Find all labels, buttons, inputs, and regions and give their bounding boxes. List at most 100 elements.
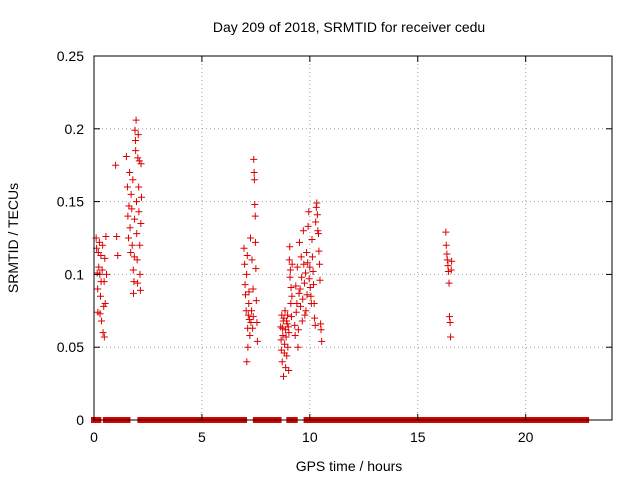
data-point — [137, 193, 145, 201]
y-tick-label: 0.1 — [65, 266, 85, 282]
chart-title: Day 209 of 2018, SRMTID for receiver ced… — [213, 19, 485, 35]
data-point — [131, 136, 139, 144]
data-point — [284, 311, 292, 319]
data-point — [245, 300, 253, 308]
data-point — [445, 279, 453, 287]
data-point — [101, 254, 109, 262]
data-point — [246, 332, 254, 340]
data-point — [101, 300, 109, 308]
data-point — [445, 313, 453, 321]
data-point — [129, 289, 137, 297]
data-point — [312, 218, 320, 226]
data-point — [305, 275, 313, 283]
data-point — [310, 300, 318, 308]
data-point — [448, 257, 456, 265]
data-point — [125, 234, 133, 242]
data-point — [100, 302, 108, 310]
y-tick-label: 0.2 — [65, 121, 85, 137]
data-point — [95, 263, 103, 271]
data-point — [315, 247, 323, 255]
data-point — [281, 340, 289, 348]
data-point — [245, 288, 253, 296]
data-point — [288, 292, 296, 300]
data-point — [129, 176, 137, 184]
data-point — [278, 358, 286, 366]
data-point — [287, 300, 295, 308]
data-point — [132, 116, 140, 124]
data-point — [300, 260, 308, 268]
data-point — [291, 332, 299, 340]
x-tick-label: 20 — [518, 429, 534, 445]
x-tick-label: 10 — [302, 429, 318, 445]
data-point — [313, 199, 321, 207]
data-point — [300, 279, 308, 287]
data-point — [293, 300, 301, 308]
data-point — [112, 161, 120, 169]
data-point — [137, 219, 145, 227]
data-point — [136, 270, 144, 278]
data-point — [243, 358, 251, 366]
data-point — [285, 366, 293, 374]
data-point — [314, 230, 322, 238]
data-point — [277, 323, 285, 331]
x-tick-label: 5 — [198, 429, 206, 445]
data-point — [253, 318, 261, 326]
data-point — [299, 227, 307, 235]
x-tick-label: 0 — [90, 429, 98, 445]
data-point — [296, 285, 304, 293]
y-tick-label: 0.05 — [57, 339, 84, 355]
data-point — [303, 249, 311, 257]
y-tick-label: 0 — [76, 412, 84, 428]
data-point — [285, 329, 293, 337]
data-point — [133, 198, 141, 206]
data-point — [298, 273, 306, 281]
y-tick-label: 0.25 — [57, 48, 84, 64]
data-point — [114, 251, 122, 259]
data-point — [246, 234, 254, 242]
data-point — [135, 183, 143, 191]
data-point — [443, 256, 451, 264]
data-point — [126, 224, 134, 232]
data-point — [134, 131, 142, 139]
data-point — [249, 285, 257, 293]
data-point — [244, 343, 252, 351]
data-point — [124, 212, 132, 220]
data-point — [277, 346, 285, 354]
data-point — [309, 267, 317, 275]
data-point — [447, 333, 455, 341]
data-point — [130, 278, 138, 286]
data-point — [311, 314, 319, 322]
data-point — [308, 253, 316, 261]
data-point — [295, 289, 303, 297]
data-point — [102, 233, 110, 241]
data-point — [316, 260, 324, 268]
data-point — [249, 324, 257, 332]
data-point — [292, 308, 300, 316]
data-point — [250, 168, 258, 176]
data-point — [316, 276, 324, 284]
data-point — [100, 333, 108, 341]
grid-lines — [94, 56, 612, 420]
data-point — [302, 307, 310, 315]
data-point — [310, 281, 318, 289]
data-point — [283, 352, 291, 360]
data-point — [247, 318, 255, 326]
data-point — [132, 147, 140, 155]
data-point — [136, 286, 144, 294]
data-point — [294, 343, 302, 351]
data-point — [99, 329, 107, 337]
data-point — [278, 324, 286, 332]
data-point — [134, 279, 142, 287]
data-point — [252, 297, 260, 305]
data-points — [92, 116, 456, 380]
data-point — [135, 157, 143, 165]
data-point — [293, 263, 301, 271]
data-point — [131, 215, 139, 223]
data-point — [284, 323, 292, 331]
data-point — [291, 321, 299, 329]
data-point — [446, 318, 454, 326]
data-point — [249, 313, 257, 321]
data-point — [283, 317, 291, 325]
data-point — [286, 243, 294, 251]
data-point — [131, 126, 139, 134]
